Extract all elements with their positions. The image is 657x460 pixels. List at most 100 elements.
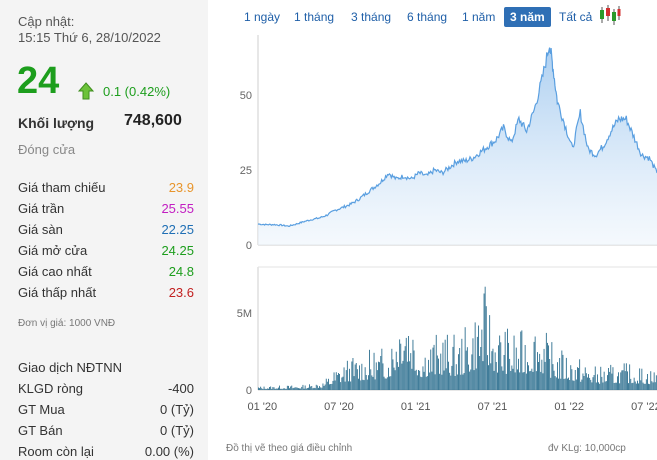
volume-bar	[562, 354, 564, 390]
volume-bar	[518, 358, 519, 390]
volume-bar	[514, 372, 516, 390]
foreign-value: 0.00 (%)	[144, 444, 194, 459]
volume-bar	[602, 382, 604, 390]
tab-3-months[interactable]: 3 tháng	[351, 10, 392, 24]
volume-bar	[298, 388, 299, 390]
volume-bar	[462, 374, 464, 390]
volume-bar	[301, 386, 303, 390]
volume-bar	[284, 388, 286, 390]
volume-bar	[438, 358, 439, 390]
volume-bar	[374, 379, 376, 390]
volume-bar	[548, 345, 549, 390]
volume-bar	[368, 375, 369, 390]
volume-bar	[360, 380, 362, 390]
volume-bar	[595, 382, 597, 390]
volume-bar	[459, 348, 461, 390]
volume-bar	[378, 361, 379, 390]
volume-bar	[532, 371, 534, 390]
tab-1-month[interactable]: 1 tháng	[294, 10, 335, 24]
volume-bar	[309, 384, 310, 390]
volume-bar	[376, 370, 378, 390]
volume-bar	[399, 339, 401, 390]
volume-bar	[452, 346, 454, 390]
volume-bar	[293, 387, 295, 390]
foreign-row-sell: GT Bán 0 (Tỷ)	[18, 423, 194, 444]
volume-bar	[356, 369, 358, 390]
price-line	[257, 47, 657, 228]
volume-bar	[502, 370, 504, 390]
volume-bar	[563, 378, 565, 390]
volume-bar	[510, 371, 512, 390]
volume-bar	[406, 361, 408, 390]
volume-bar	[362, 379, 364, 390]
volume-bar	[329, 384, 330, 390]
volume-bar	[439, 373, 441, 390]
volume-bar	[474, 322, 476, 390]
volume-bar	[426, 376, 428, 390]
volume-bar	[280, 388, 282, 390]
volume-bar	[261, 388, 263, 390]
volume-bar	[425, 376, 427, 390]
stat-row-low: Giá thấp nhất 23.6	[18, 285, 194, 306]
volume-bar	[634, 381, 636, 390]
volume-bar	[639, 368, 641, 390]
volume-bar	[484, 286, 486, 390]
volume-bar	[359, 365, 360, 390]
volume-bar	[478, 325, 479, 390]
volume-bar	[305, 388, 307, 390]
volume-bar	[564, 378, 566, 390]
volume-bar	[396, 362, 398, 390]
foreign-row-title: Giao dịch NĐTNN	[18, 360, 194, 381]
volume-bar	[276, 388, 278, 390]
volume-bar	[300, 388, 302, 390]
tab-6-months[interactable]: 6 tháng	[407, 10, 448, 24]
candlestick-icon[interactable]	[598, 4, 622, 26]
unit-note: Đơn vị giá: 1000 VNĐ	[18, 318, 116, 329]
volume-bar	[315, 384, 317, 390]
volume-bar	[413, 350, 415, 390]
volume-bar	[442, 342, 444, 390]
volume-bar	[554, 376, 556, 390]
stat-label: Giá trần	[18, 201, 65, 216]
volume-bar	[583, 376, 585, 390]
tab-1-day[interactable]: 1 ngày	[244, 10, 281, 24]
volume-bar	[380, 356, 382, 390]
tab-all[interactable]: Tất cả	[559, 10, 593, 24]
volume-bar	[275, 388, 277, 390]
volume-bar	[395, 351, 397, 390]
volume-bar	[334, 380, 336, 390]
volume-bar	[543, 348, 545, 390]
volume-bar	[504, 331, 506, 390]
volume-bar	[638, 383, 639, 390]
volume-bar	[264, 388, 266, 390]
volume-bar	[419, 370, 421, 390]
tab-1-year[interactable]: 1 năm	[462, 10, 496, 24]
volume-bar	[507, 328, 508, 390]
volume-bar	[475, 368, 477, 390]
tab-3-years[interactable]: 3 năm	[504, 7, 551, 27]
volume-bar	[652, 382, 654, 390]
volume-bar	[574, 370, 576, 390]
volume-bar	[537, 352, 538, 390]
volume-bar	[363, 380, 365, 390]
volume-bar	[600, 366, 602, 390]
volume-bar	[431, 371, 433, 390]
volume-bar	[625, 363, 627, 390]
foreign-label: Giao dịch NĐTNN	[18, 360, 123, 375]
volume-bar	[411, 368, 413, 390]
volume-bar	[597, 374, 598, 390]
volume-bar	[524, 345, 526, 390]
volume-bar	[450, 375, 452, 390]
volume-bar	[470, 369, 472, 390]
volume-bar	[530, 370, 532, 390]
volume-bar	[609, 371, 611, 390]
volume-bar	[422, 366, 424, 390]
updated-time: 15:15 Thứ 6, 28/10/2022	[18, 30, 161, 45]
price-tick-label: 50	[240, 90, 252, 102]
volume-bar	[489, 315, 491, 390]
volume-bar	[513, 335, 515, 390]
volume-bar	[482, 361, 484, 390]
volume-bar	[308, 387, 309, 390]
volume-bar	[338, 373, 339, 390]
volume-bar	[552, 364, 554, 390]
